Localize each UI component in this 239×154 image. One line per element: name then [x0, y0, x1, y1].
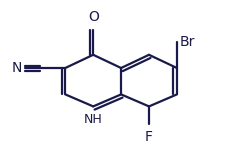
Text: NH: NH — [84, 113, 103, 126]
Text: O: O — [88, 10, 99, 24]
Text: F: F — [145, 130, 153, 144]
Text: N: N — [12, 61, 22, 75]
Text: Br: Br — [180, 35, 195, 49]
